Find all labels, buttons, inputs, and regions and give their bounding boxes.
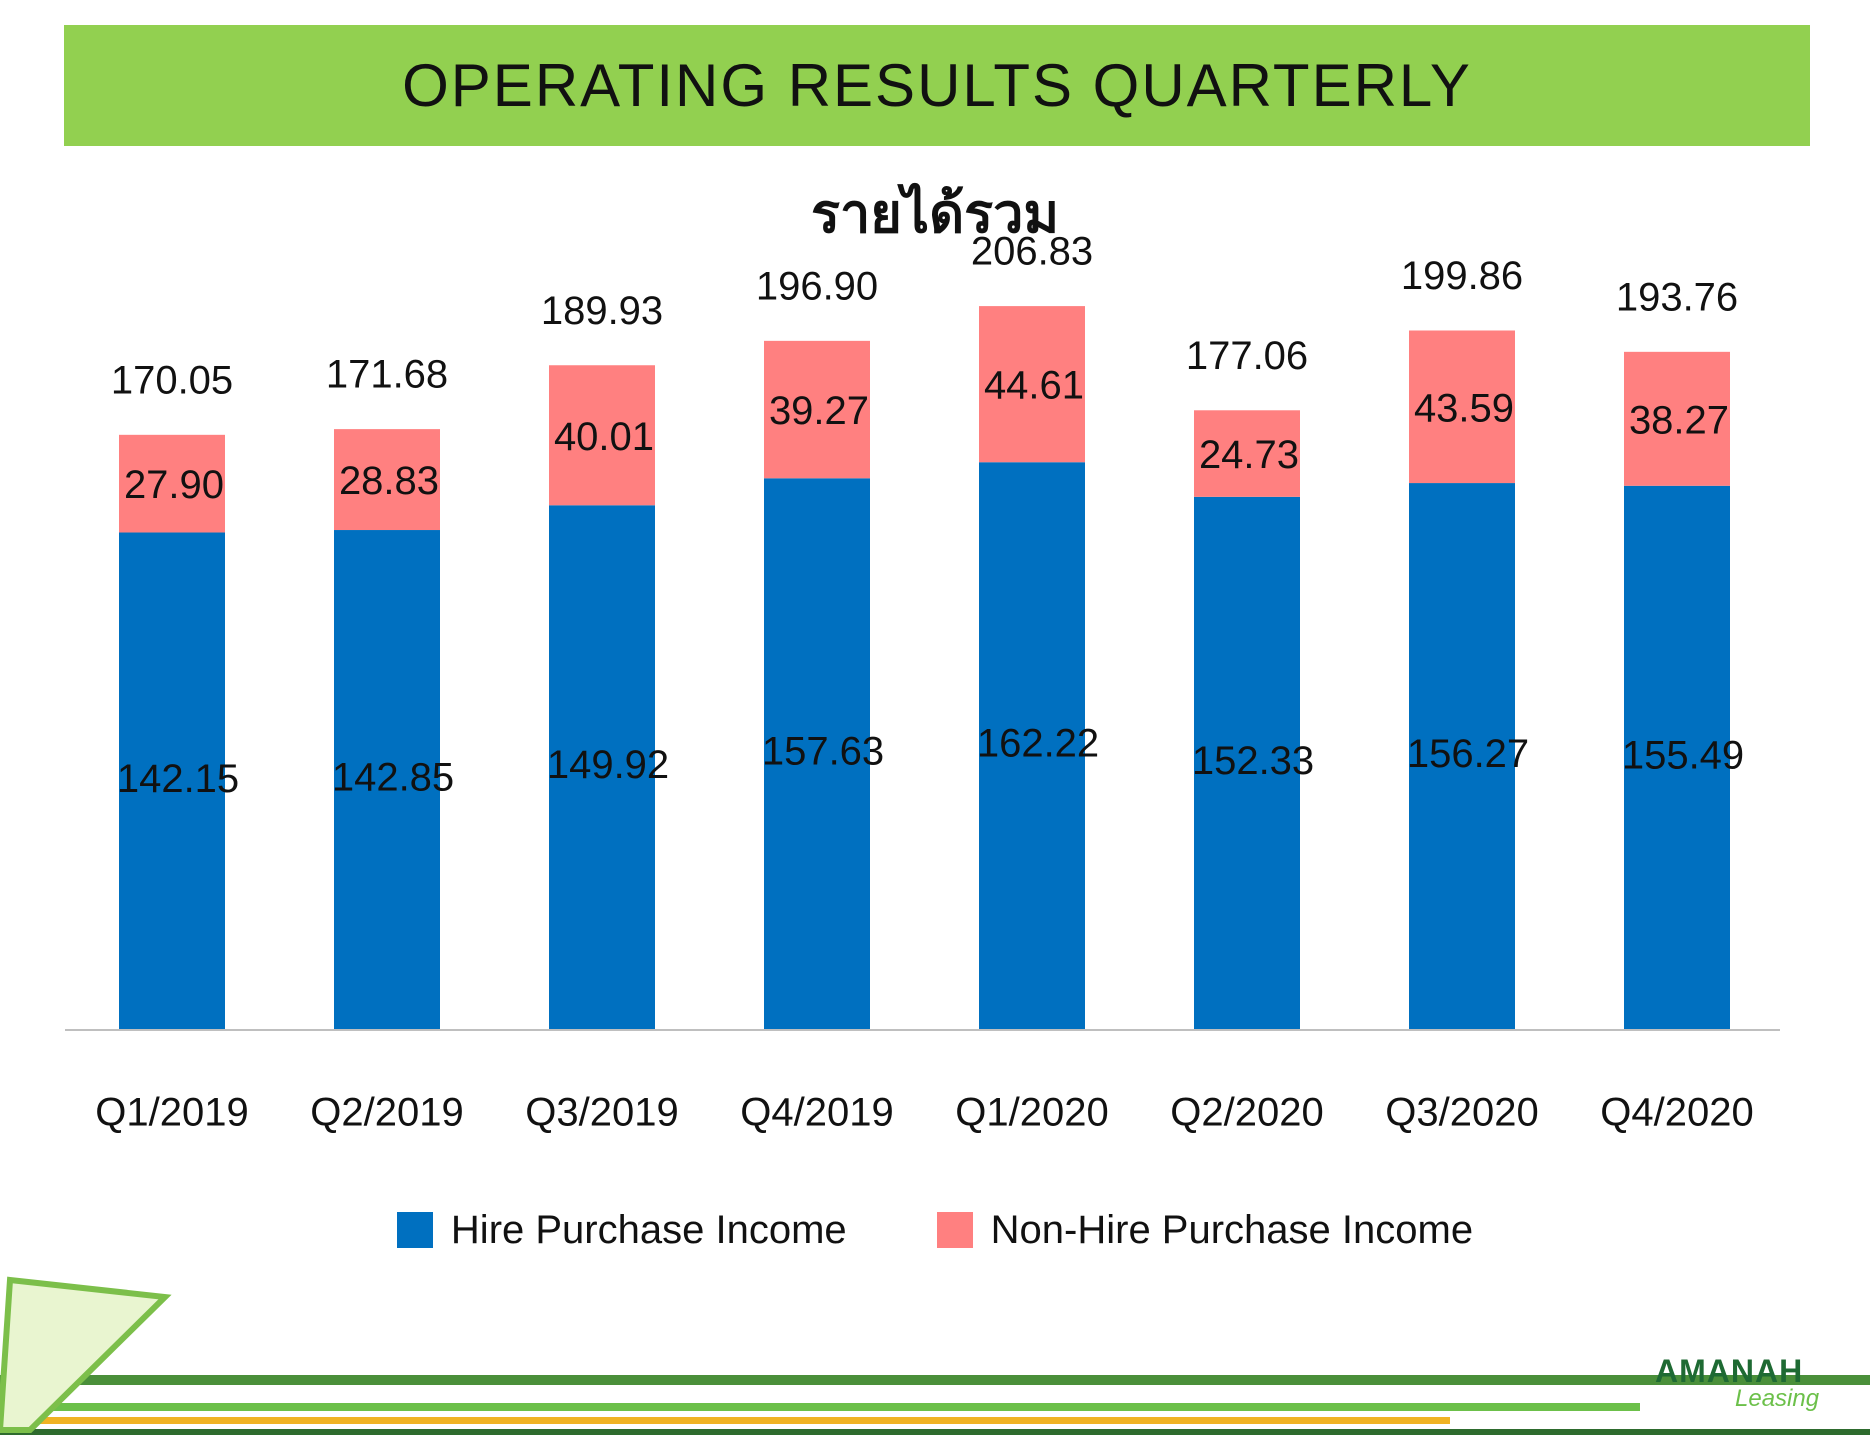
x-tick-label: Q2/2019 (310, 1091, 463, 1135)
bar-hire-purchase (549, 505, 655, 1030)
data-label-hire-purchase: 157.63 (762, 730, 884, 774)
chart-title: รายได้รวม (810, 182, 1060, 245)
data-label-non-hire-purchase: 40.01 (554, 415, 654, 459)
data-label-total: 196.90 (756, 264, 878, 308)
footer-decoration (0, 1276, 1870, 1435)
data-label-non-hire-purchase: 39.27 (769, 389, 869, 433)
x-tick-label: Q4/2019 (740, 1091, 893, 1135)
company-logo: AMANAH Leasing (1655, 1335, 1845, 1415)
bar-hire-purchase (119, 532, 225, 1030)
data-label-hire-purchase: 142.85 (332, 756, 454, 800)
x-tick-label: Q3/2020 (1385, 1091, 1538, 1135)
data-label-hire-purchase: 142.15 (117, 757, 239, 801)
logo-wordmark: AMANAH (1655, 1353, 1804, 1389)
legend-label-non-hire-purchase: Non-Hire Purchase Income (990, 1207, 1474, 1252)
data-label-total: 193.76 (1616, 275, 1738, 319)
title-banner: OPERATING RESULTS QUARTERLY (64, 25, 1810, 146)
legend-label-hire-purchase: Hire Purchase Income (450, 1207, 847, 1252)
bar-non-hire-purchase (119, 434, 225, 533)
data-label-total: 171.68 (326, 353, 448, 397)
corner-badge (0, 1276, 172, 1433)
x-tick-label: Q2/2020 (1170, 1091, 1323, 1135)
bar-hire-purchase (764, 478, 870, 1030)
data-label-non-hire-purchase: 27.90 (124, 463, 224, 507)
legend-swatch-hire-purchase (396, 1212, 433, 1248)
bar-hire-purchase (979, 462, 1085, 1031)
bar-hire-purchase (1624, 485, 1730, 1030)
x-tick-label: Q1/2019 (95, 1091, 248, 1135)
data-label-hire-purchase: 149.92 (547, 743, 669, 787)
data-label-total: 189.93 (541, 289, 663, 333)
chart-legend: Hire Purchase Income Non-Hire Purchase I… (0, 1200, 1870, 1260)
legend-item-hire-purchase: Hire Purchase Income (396, 1207, 847, 1253)
bar-non-hire-purchase (549, 365, 655, 506)
data-label-total: 170.05 (111, 358, 233, 402)
bar-hire-purchase (1194, 496, 1300, 1031)
data-label-hire-purchase: 152.33 (1192, 739, 1314, 783)
stacked-bar-chart: 142.15 27.90 170.05 Q1/2019 142.85 28.83 171.6… (65, 230, 1780, 1135)
data-label-hire-purchase: 155.49 (1622, 733, 1744, 777)
bar-non-hire-purchase (764, 340, 870, 479)
banner-title: OPERATING RESULTS QUARTERLY (402, 52, 1472, 119)
x-tick-label: Q4/2020 (1600, 1091, 1753, 1135)
data-label-non-hire-purchase: 38.27 (1629, 398, 1729, 442)
bar-non-hire-purchase (1194, 410, 1300, 497)
footer-stripe-dark (0, 1375, 1870, 1385)
footer-stripe-orange (0, 1417, 1450, 1424)
data-label-total: 199.86 (1401, 254, 1523, 298)
data-label-non-hire-purchase: 24.73 (1199, 433, 1299, 477)
data-label-non-hire-purchase: 43.59 (1414, 386, 1514, 430)
data-label-non-hire-purchase: 28.83 (339, 459, 439, 503)
footer-stripe-green (0, 1403, 1640, 1411)
bar-non-hire-purchase (334, 429, 440, 531)
data-label-hire-purchase: 162.22 (977, 722, 1099, 766)
bar-hire-purchase (334, 530, 440, 1030)
bar-non-hire-purchase (979, 306, 1085, 463)
data-label-non-hire-purchase: 44.61 (984, 364, 1084, 408)
x-tick-label: Q1/2020 (955, 1091, 1108, 1135)
bar-hire-purchase (1409, 483, 1515, 1030)
legend-item-non-hire-purchase: Non-Hire Purchase Income (936, 1207, 1474, 1253)
data-label-total: 206.83 (971, 230, 1093, 274)
logo-subtitle: Leasing (1735, 1385, 1820, 1412)
legend-swatch-non-hire-purchase (936, 1212, 973, 1248)
x-tick-label: Q3/2019 (525, 1091, 678, 1135)
footer-stripe-bottom (0, 1429, 1870, 1435)
data-label-hire-purchase: 156.27 (1407, 732, 1529, 776)
data-label-total: 177.06 (1186, 334, 1308, 378)
bar-non-hire-purchase (1409, 330, 1515, 484)
bar-non-hire-purchase (1624, 351, 1730, 486)
